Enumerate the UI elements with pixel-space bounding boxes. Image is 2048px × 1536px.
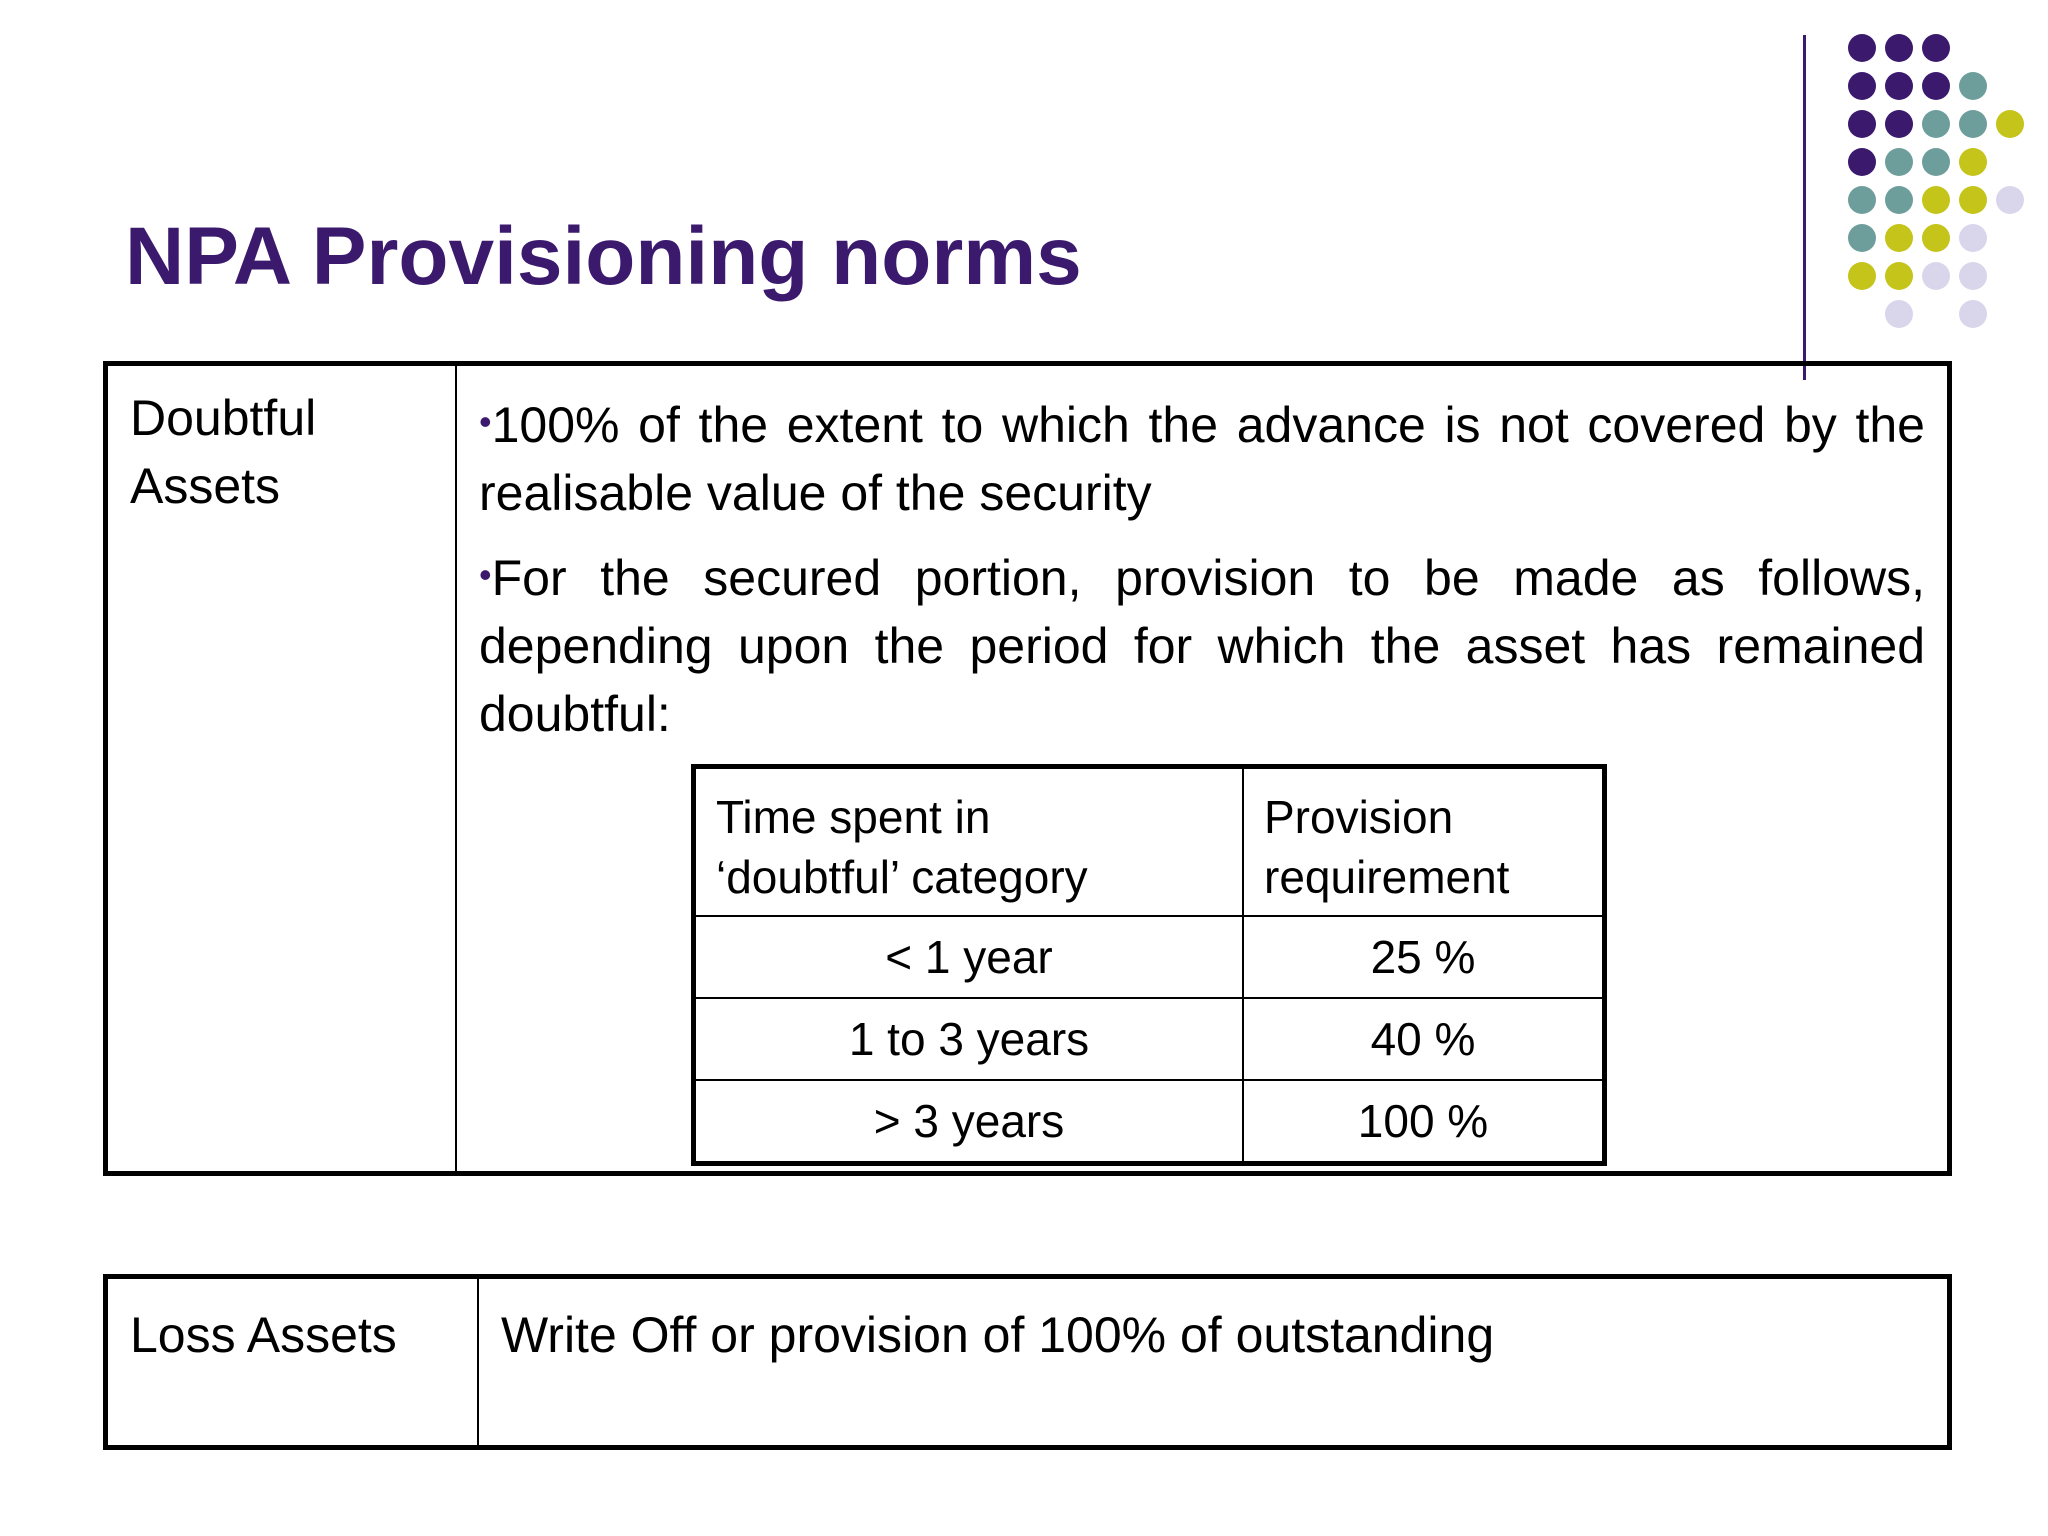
doubtful-assets-label: Doubtful Assets [130,390,317,514]
column-header-text: Provision requirement [1264,791,1510,903]
decor-dot [1848,186,1876,214]
table-cell: 1 to 3 years [692,997,1244,1081]
table-header-row: Time spent in ‘doubtful’ category Provis… [692,765,1606,917]
decor-dot [1848,110,1876,138]
table-cell: 40 % [1242,997,1606,1081]
decor-dot [1922,186,1950,214]
doubtful-label-cell: Doubtful Assets [105,363,457,1174]
slide-title: NPA Provisioning norms [125,211,1082,302]
decor-dot [1885,186,1913,214]
bullet-item: •100% of the extent to which the advance… [479,388,1925,527]
decor-dot [1885,262,1913,290]
loss-assets-text: Write Off or provision of 100% of outsta… [501,1307,1495,1363]
decor-dot [1922,262,1950,290]
bullet-text: For the secured portion, provision to be… [479,550,1925,742]
loss-assets-table: Loss Assets Write Off or provision of 10… [103,1274,1952,1450]
table-cell: 100 % [1242,1079,1606,1165]
decor-dot [1959,148,1987,176]
bullet-item: •For the secured portion, provision to b… [479,541,1925,748]
bullet-text: 100% of the extent to which the advance … [479,397,1925,521]
decorative-divider-line [1803,35,1806,380]
doubtful-content-cell: •100% of the extent to which the advance… [456,364,1950,1174]
decor-dot [1848,148,1876,176]
decor-dot [1885,72,1913,100]
column-header-provision: Provision requirement [1242,765,1606,917]
decor-dot [1848,224,1876,252]
loss-label-cell: Loss Assets [105,1276,479,1448]
decor-dot [1848,34,1876,62]
table-row: > 3 years 100 % [692,1079,1606,1165]
decor-dot [1922,148,1950,176]
decor-dot [1922,224,1950,252]
table-row: Loss Assets Write Off or provision of 10… [105,1276,1950,1448]
column-header-time: Time spent in ‘doubtful’ category [692,765,1244,917]
loss-assets-label: Loss Assets [130,1307,397,1363]
decor-dot [1885,148,1913,176]
decor-dot [1885,300,1913,328]
decor-dot [1996,186,2024,214]
doubtful-content: •100% of the extent to which the advance… [457,366,1947,1166]
table-row: Doubtful Assets •100% of the extent to w… [105,363,1950,1174]
decor-dot [1959,110,1987,138]
loss-content-cell: Write Off or provision of 100% of outsta… [478,1277,1950,1448]
column-header-text: Time spent in ‘doubtful’ category [716,791,1088,903]
table-cell: > 3 years [692,1079,1244,1165]
decor-dot [1922,72,1950,100]
table-cell: 25 % [1242,915,1606,999]
bullet-icon: • [479,554,492,595]
decor-dot [1959,224,1987,252]
decor-dot [1959,72,1987,100]
decor-dot [1885,224,1913,252]
table-cell: < 1 year [692,915,1244,999]
provision-schedule-table: Time spent in ‘doubtful’ category Provis… [691,764,1607,1166]
bullet-icon: • [479,401,492,442]
decorative-dot-grid [0,0,2048,340]
decor-dot [1885,34,1913,62]
decor-dot [1959,186,1987,214]
decor-dot [1885,110,1913,138]
decor-dot [1996,110,2024,138]
table-row: 1 to 3 years 40 % [692,997,1606,1081]
doubtful-assets-table: Doubtful Assets •100% of the extent to w… [103,361,1952,1176]
table-row: < 1 year 25 % [692,915,1606,999]
decor-dot [1959,262,1987,290]
decor-dot [1959,300,1987,328]
decor-dot [1922,110,1950,138]
decor-dot [1848,72,1876,100]
decor-dot [1922,34,1950,62]
decor-dot [1848,262,1876,290]
